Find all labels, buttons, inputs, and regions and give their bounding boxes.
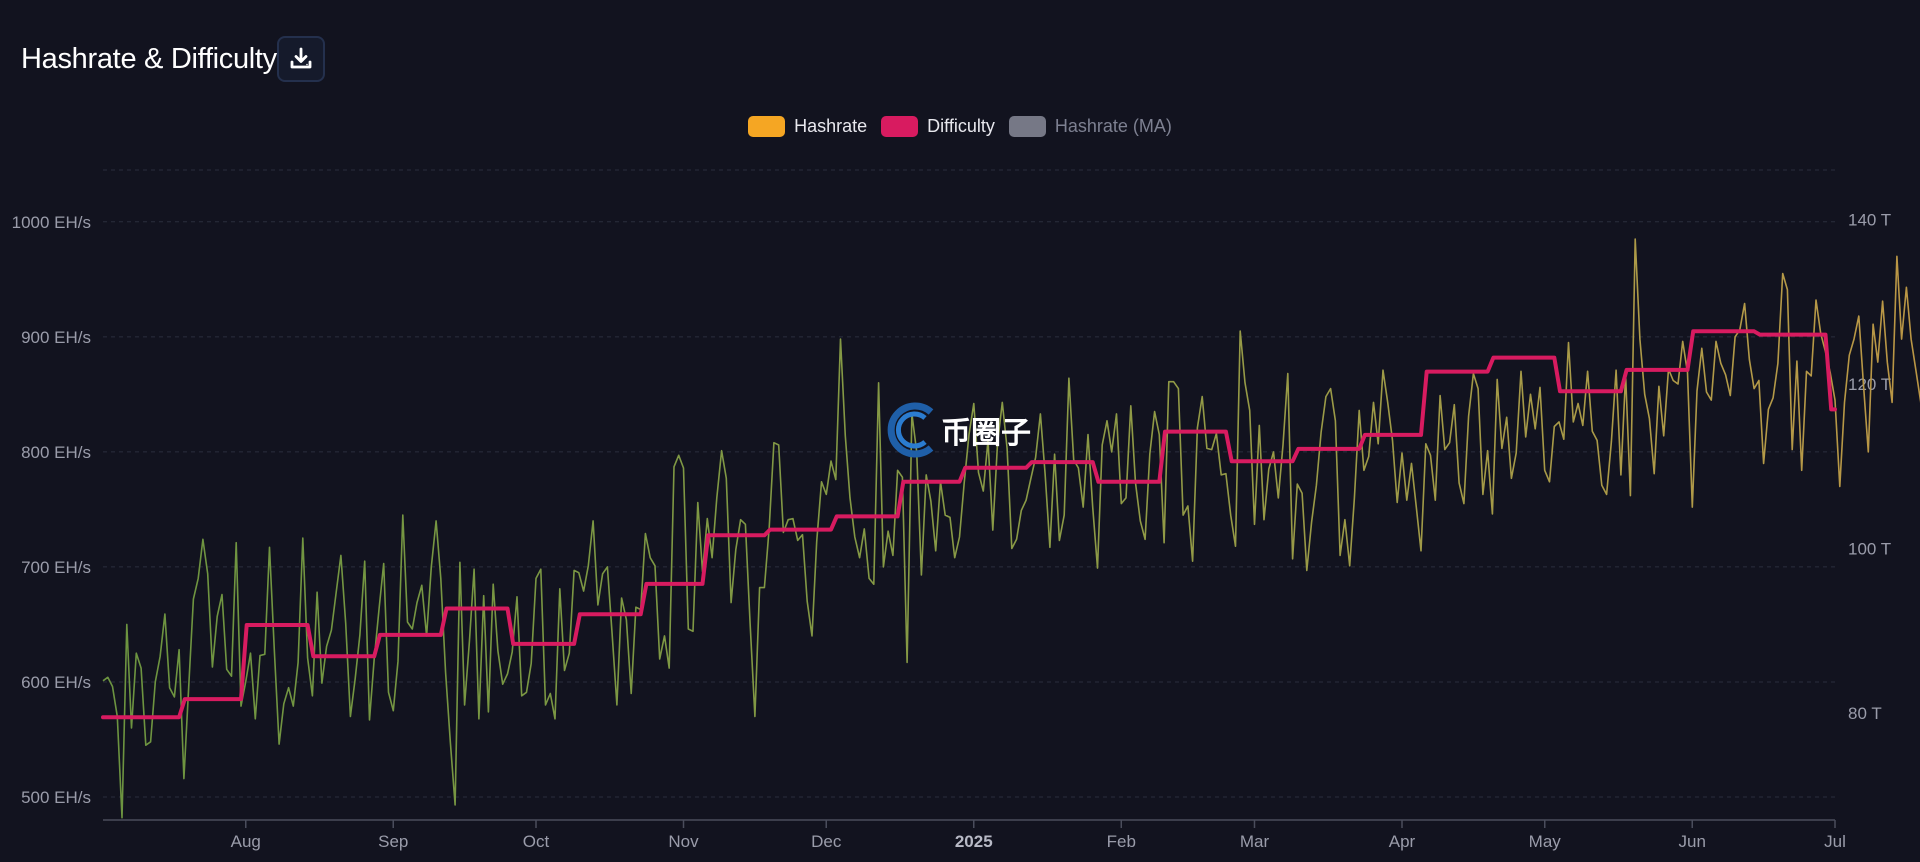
chart-title: Hashrate & Difficulty — [21, 42, 277, 75]
legend-item-hashrate-ma[interactable]: Hashrate (MA) — [1008, 116, 1172, 137]
chart-legend: Hashrate Difficulty Hashrate (MA) — [0, 116, 1920, 137]
x-tick-label: Dec — [811, 832, 842, 851]
x-tick-label: Sep — [378, 832, 408, 851]
legend-swatch-hashrate — [748, 116, 786, 137]
y-left-tick-label: 600 EH/s — [21, 673, 91, 692]
y-right-tick-label: 120 T — [1848, 375, 1891, 394]
legend-swatch-difficulty — [881, 116, 919, 137]
download-button[interactable] — [276, 36, 325, 82]
series-line-difficulty — [101, 329, 1837, 720]
x-tick-label: Aug — [231, 832, 261, 851]
legend-label-hashrate: Hashrate — [794, 116, 868, 136]
y-right-tick-label: 140 T — [1848, 210, 1891, 229]
x-tick-label: Mar — [1240, 832, 1270, 851]
chart-header: Hashrate & Difficulty — [21, 34, 325, 84]
legend-swatch-hashrate-ma — [1008, 116, 1046, 137]
x-tick-label: Oct — [523, 832, 550, 851]
watermark: 币圈子 — [885, 402, 1031, 458]
x-tick-label: 2025 — [955, 832, 993, 851]
x-tick-label: Apr — [1389, 832, 1416, 851]
y-left-tick-label: 900 EH/s — [21, 328, 91, 347]
x-tick-label: Feb — [1107, 832, 1136, 851]
series-line-hashrate — [102, 238, 1920, 819]
y-left-tick-label: 500 EH/s — [21, 788, 91, 807]
x-tick-label: May — [1529, 832, 1562, 851]
y-left-tick-label: 700 EH/s — [21, 558, 91, 577]
y-right-tick-label: 80 T — [1848, 704, 1882, 723]
x-tick-label: Jun — [1679, 832, 1706, 851]
y-right-tick-label: 100 T — [1848, 539, 1891, 558]
y-left-tick-label: 1000 EH/s — [12, 213, 91, 232]
watermark-logo-icon — [887, 402, 934, 458]
x-tick-label: Jul — [1824, 832, 1846, 851]
legend-item-difficulty[interactable]: Difficulty — [881, 116, 995, 137]
legend-label-hashrate-ma: Hashrate (MA) — [1054, 116, 1172, 136]
legend-label-difficulty: Difficulty — [927, 116, 995, 136]
y-left-tick-label: 800 EH/s — [21, 443, 91, 462]
x-tick-label: Nov — [668, 832, 699, 851]
watermark-text: 币圈子 — [941, 416, 1031, 451]
download-icon — [290, 47, 312, 69]
legend-item-hashrate[interactable]: Hashrate — [748, 116, 867, 137]
